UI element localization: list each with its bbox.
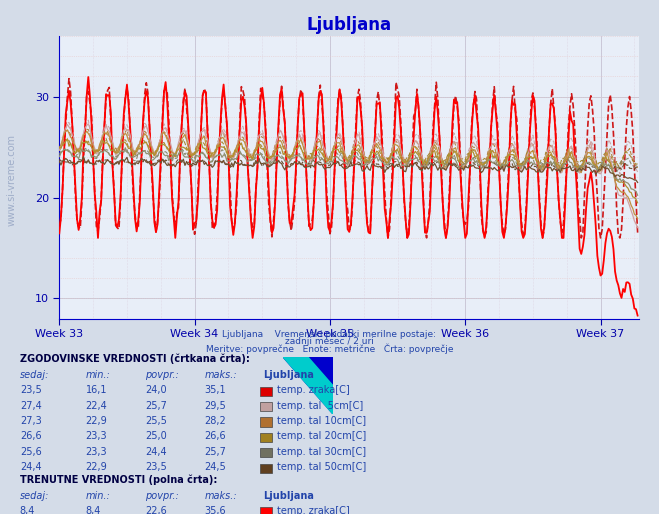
Text: 28,2: 28,2 [204,416,226,426]
Text: 25,6: 25,6 [20,447,42,457]
Text: 25,5: 25,5 [145,416,167,426]
Text: 24,0: 24,0 [145,385,167,395]
Text: min.:: min.: [86,370,111,380]
Text: 24,5: 24,5 [204,462,226,472]
Text: 27,3: 27,3 [20,416,42,426]
Text: temp. tal 50cm[C]: temp. tal 50cm[C] [277,462,366,472]
Text: temp. tal 30cm[C]: temp. tal 30cm[C] [277,447,366,457]
Text: 25,7: 25,7 [204,447,226,457]
Text: maks.:: maks.: [204,370,237,380]
Text: 8,4: 8,4 [20,506,35,514]
Text: 8,4: 8,4 [86,506,101,514]
Text: Ljubljana: Ljubljana [264,370,314,380]
Text: 22,6: 22,6 [145,506,167,514]
Text: 23,3: 23,3 [86,431,107,442]
Polygon shape [283,357,333,414]
Text: temp. tal 10cm[C]: temp. tal 10cm[C] [277,416,366,426]
Text: 16,1: 16,1 [86,385,107,395]
Text: temp. zraka[C]: temp. zraka[C] [277,385,349,395]
Text: 22,4: 22,4 [86,400,107,411]
Text: 29,5: 29,5 [204,400,226,411]
Text: www.si-vreme.com: www.si-vreme.com [7,134,16,226]
Text: temp. zraka[C]: temp. zraka[C] [277,506,349,514]
Text: 25,0: 25,0 [145,431,167,442]
Text: povpr.:: povpr.: [145,490,179,501]
Text: 22,9: 22,9 [86,416,107,426]
Text: min.:: min.: [86,490,111,501]
Text: ZGODOVINSKE VREDNOSTI (črtkana črta):: ZGODOVINSKE VREDNOSTI (črtkana črta): [20,354,250,364]
Text: 26,6: 26,6 [20,431,42,442]
Text: povpr.:: povpr.: [145,370,179,380]
Text: 35,6: 35,6 [204,506,226,514]
Text: maks.:: maks.: [204,490,237,501]
Title: Ljubljana: Ljubljana [306,16,392,34]
Polygon shape [283,357,333,414]
Text: temp. tal 20cm[C]: temp. tal 20cm[C] [277,431,366,442]
Text: zadnji mesec / 2 uri: zadnji mesec / 2 uri [285,337,374,346]
Text: 27,4: 27,4 [20,400,42,411]
Text: sedaj:: sedaj: [20,490,49,501]
Text: 23,3: 23,3 [86,447,107,457]
Text: 22,9: 22,9 [86,462,107,472]
Text: Meritve: povprečne   Enote: metrične   Črta: povprečje: Meritve: povprečne Enote: metrične Črta:… [206,343,453,354]
Text: Ljubljana: Ljubljana [264,490,314,501]
Text: 24,4: 24,4 [20,462,42,472]
Text: 23,5: 23,5 [20,385,42,395]
Text: TRENUTNE VREDNOSTI (polna črta):: TRENUTNE VREDNOSTI (polna črta): [20,474,217,485]
Text: Ljubljana    Vremenski podatki merilne postaje:: Ljubljana Vremenski podatki merilne post… [223,329,436,339]
Text: 25,7: 25,7 [145,400,167,411]
Text: 35,1: 35,1 [204,385,226,395]
Text: 23,5: 23,5 [145,462,167,472]
Text: temp. tal  5cm[C]: temp. tal 5cm[C] [277,400,363,411]
Text: 24,4: 24,4 [145,447,167,457]
Text: 26,6: 26,6 [204,431,226,442]
Text: sedaj:: sedaj: [20,370,49,380]
